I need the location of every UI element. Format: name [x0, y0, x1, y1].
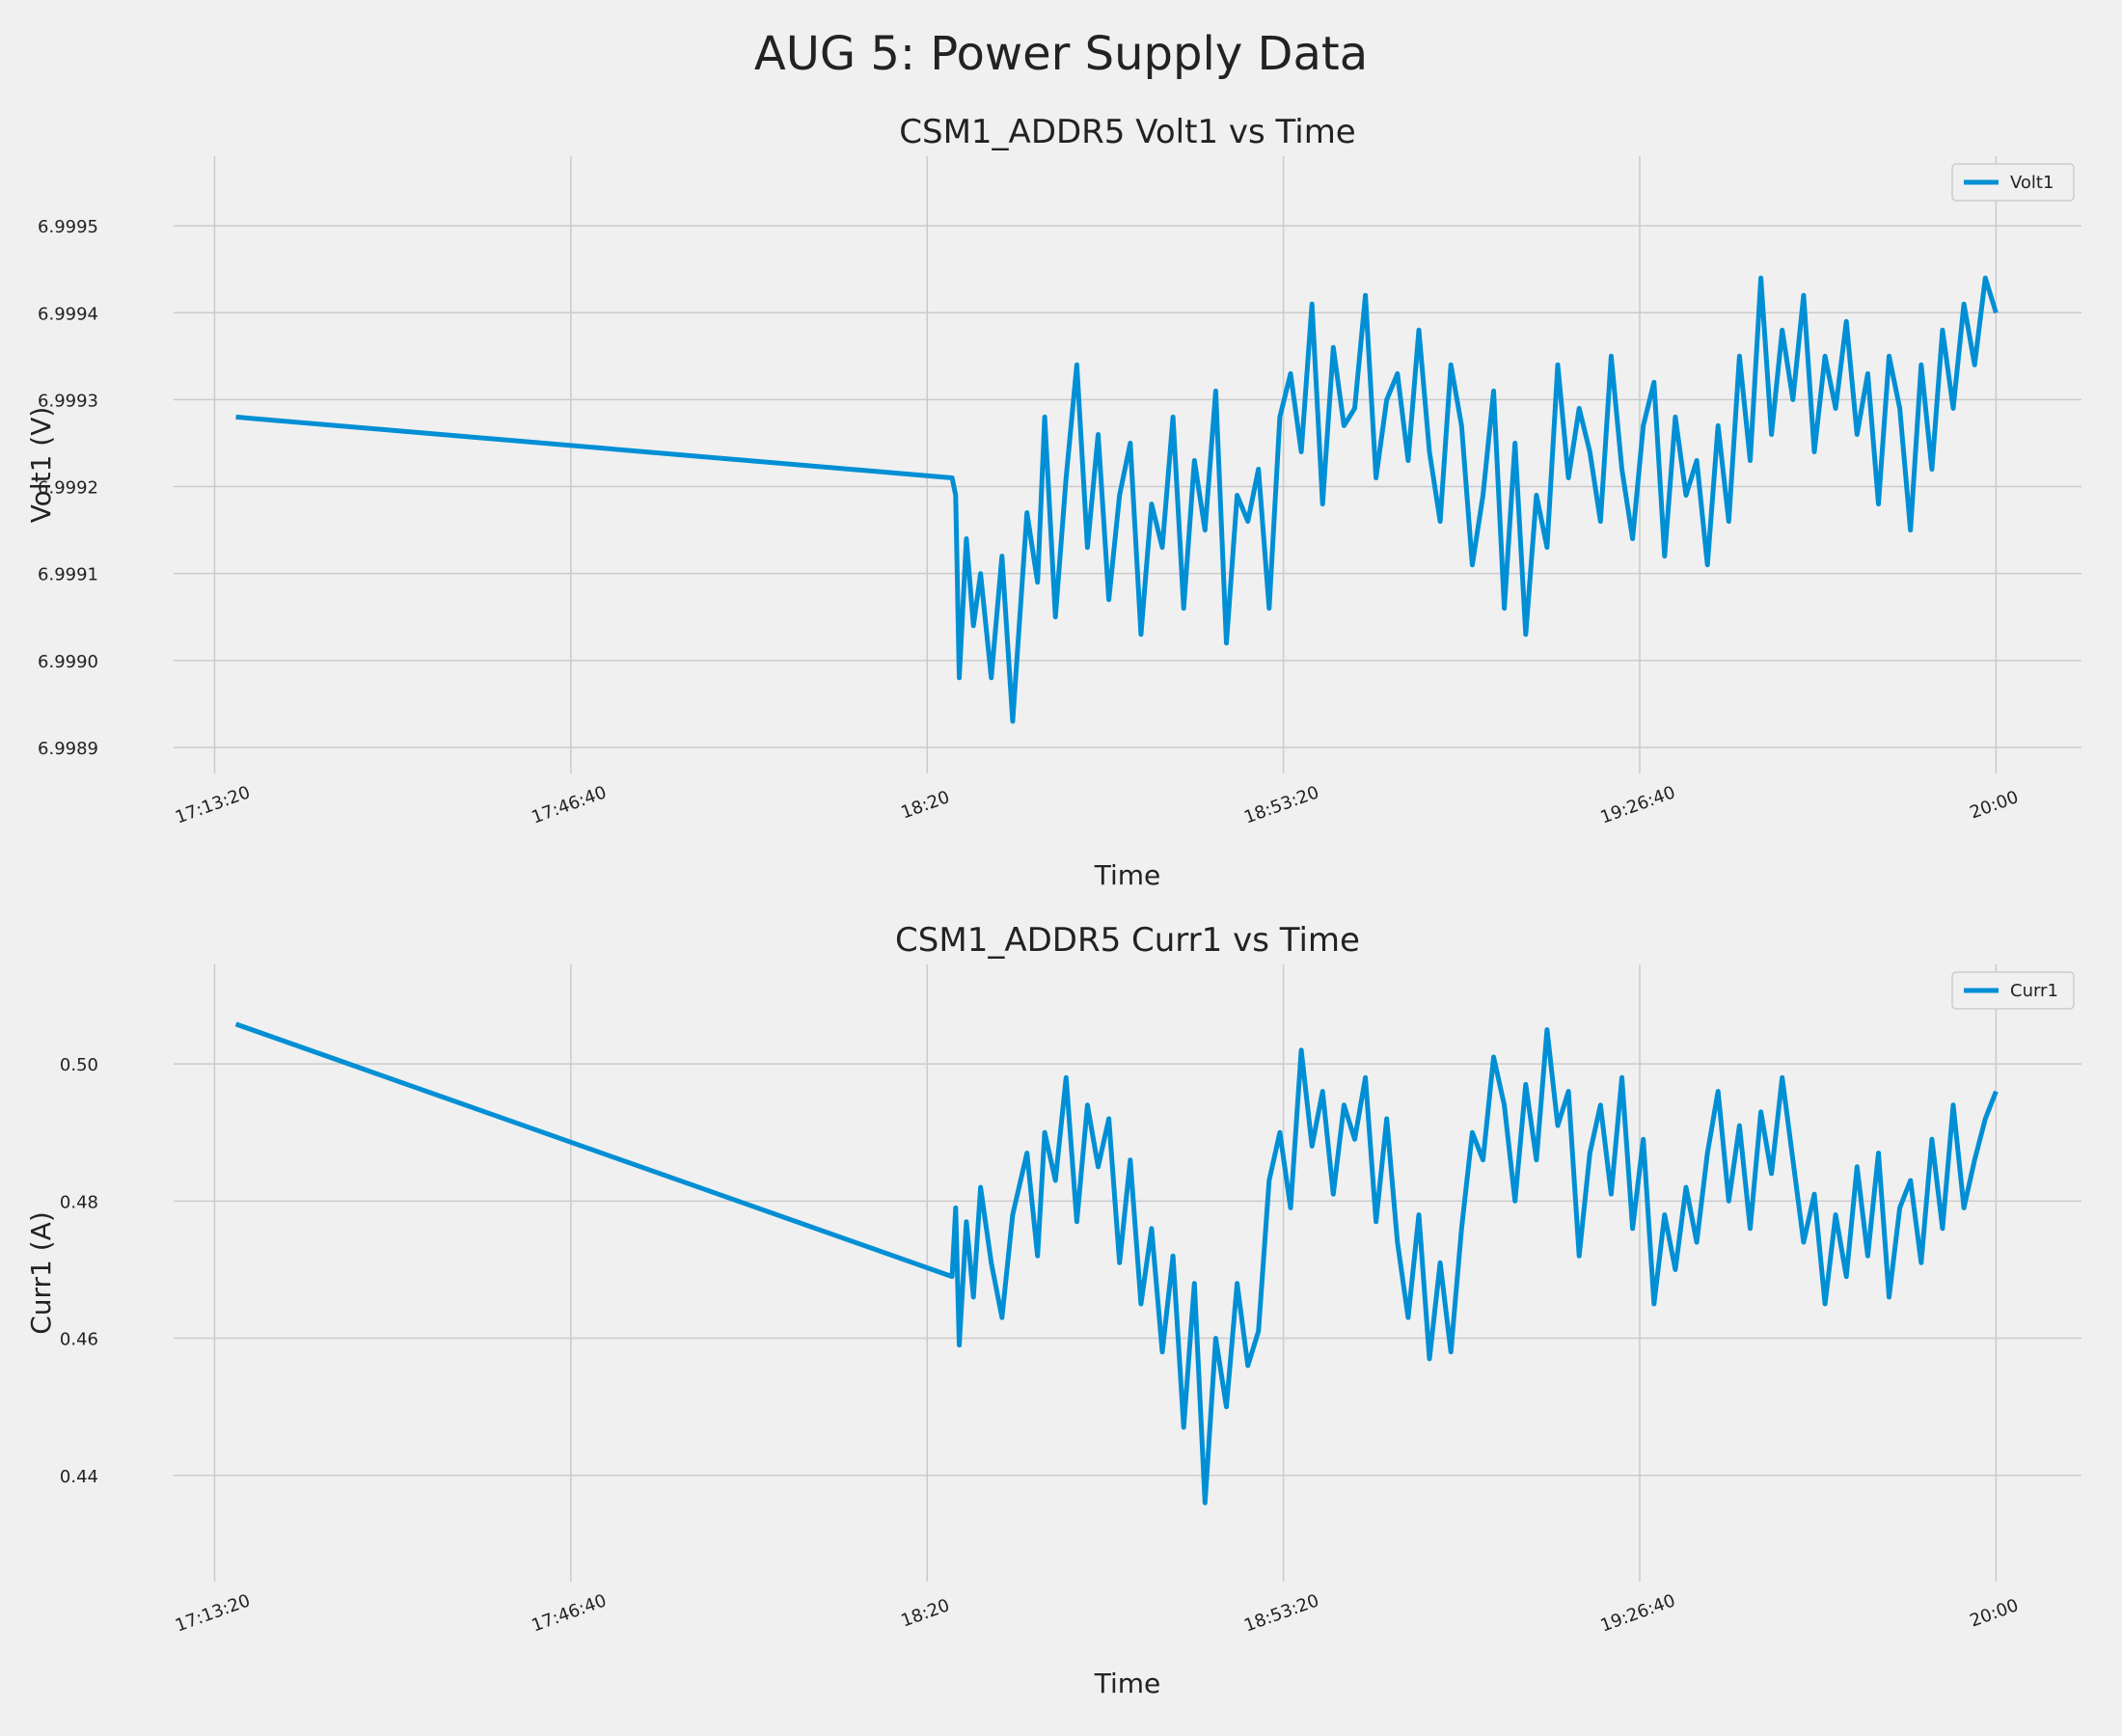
x-axis-label: Time	[1094, 859, 1161, 891]
series-line-volt1	[235, 275, 1999, 724]
y-tick-label: 0.50	[60, 1055, 98, 1075]
legend-label: Curr1	[2010, 981, 2058, 1001]
legend-box	[1951, 971, 2075, 1010]
x-axis-label: Time	[1094, 1668, 1161, 1699]
y-tick-label: 6.9993	[38, 391, 98, 411]
y-tick-label: 0.46	[60, 1330, 98, 1350]
legend-label: Volt1	[2010, 173, 2054, 193]
y-tick-label: 6.9992	[38, 478, 98, 499]
y-axis-label: Curr1 (A)	[25, 1211, 57, 1335]
chart-title: CSM1_ADDR5 Volt1 vs Time	[899, 113, 1355, 151]
chart-title: CSM1_ADDR5 Curr1 vs Time	[895, 921, 1360, 960]
y-tick-label: 6.9991	[38, 565, 98, 585]
y-tick-label: 6.9990	[38, 652, 98, 672]
y-tick-label: 6.9995	[38, 217, 98, 237]
y-tick-label: 0.48	[60, 1192, 98, 1212]
y-tick-label: 6.9989	[38, 739, 98, 759]
y-tick-label: 0.44	[60, 1467, 98, 1487]
y-tick-label: 6.9994	[38, 304, 98, 324]
y-axis-label: Volt1 (V)	[25, 407, 57, 524]
legend-box	[1951, 163, 2075, 202]
figure-title: AUG 5: Power Supply Data	[754, 27, 1368, 81]
series-line-curr1	[234, 1021, 1999, 1505]
